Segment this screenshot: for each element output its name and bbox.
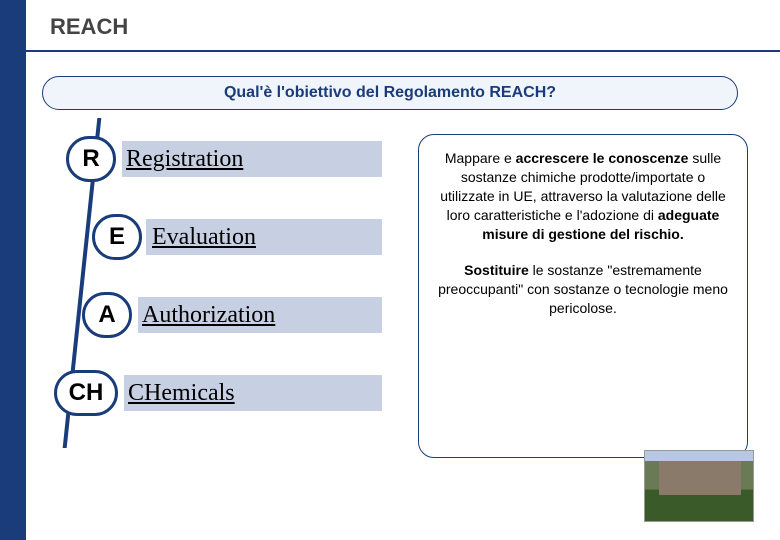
acronym-letter-circle: E <box>92 214 142 260</box>
acronym-label: Authorization <box>142 302 275 329</box>
text-bold: Sostituire <box>464 262 529 278</box>
acronym-letter-circle: CH <box>54 370 118 416</box>
acronym-label: CHemicals <box>128 380 235 407</box>
acronym-row: CH CHemicals <box>54 370 235 416</box>
page-title: REACH <box>50 14 780 40</box>
acronym-letter-circle: A <box>82 292 132 338</box>
footer-photo <box>644 450 754 522</box>
objective-2: Sostituire le sostanze "estremamente pre… <box>433 261 733 318</box>
acronym-label: Registration <box>126 146 243 173</box>
acronym-letter-circle: R <box>66 136 116 182</box>
text: Mappare e <box>445 150 516 166</box>
acronym-label: Evaluation <box>152 224 256 251</box>
acronym-row: R Registration <box>66 136 243 182</box>
objectives-box: Mappare e accrescere le conoscenze sulle… <box>418 134 748 458</box>
acronym-diagram: R Registration E Evaluation A Authorization CH… <box>0 128 410 458</box>
main-content: R Registration E Evaluation A Authorization CH… <box>0 128 780 458</box>
acronym-row: A Authorization <box>82 292 275 338</box>
acronym-row: E Evaluation <box>92 214 256 260</box>
header: REACH <box>0 0 780 52</box>
question-pill: Qual'è l'obiettivo del Regolamento REACH… <box>42 76 738 110</box>
text-bold: accrescere le conoscenze <box>516 150 689 166</box>
objective-1: Mappare e accrescere le conoscenze sulle… <box>433 149 733 243</box>
